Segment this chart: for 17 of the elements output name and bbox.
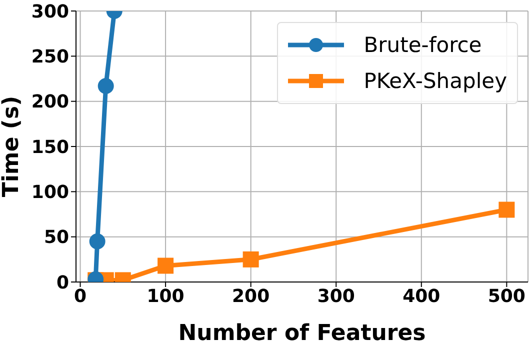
x-tick-label: 500 bbox=[488, 286, 526, 307]
y-tick-label: 300 bbox=[31, 1, 69, 22]
y-tick-label: 100 bbox=[31, 182, 69, 204]
x-tick-label: 100 bbox=[146, 286, 184, 307]
x-tick-label: 300 bbox=[317, 286, 355, 307]
x-tick-label: 400 bbox=[402, 286, 440, 307]
y-tick-label: 0 bbox=[56, 272, 69, 294]
x-tick-label: 200 bbox=[232, 286, 270, 307]
y-axis-title: Time (s) bbox=[0, 96, 24, 198]
x-tick-label: 0 bbox=[74, 286, 87, 307]
x-axis-title: Number of Features bbox=[178, 321, 426, 344]
legend-label: PKeX-Shapley bbox=[364, 69, 507, 93]
y-tick-label: 50 bbox=[44, 227, 69, 248]
y-tick-label: 200 bbox=[31, 92, 69, 113]
y-tick-label: 150 bbox=[31, 136, 69, 158]
legend-label: Brute-force bbox=[364, 33, 482, 57]
y-tick-label: 250 bbox=[31, 46, 69, 68]
